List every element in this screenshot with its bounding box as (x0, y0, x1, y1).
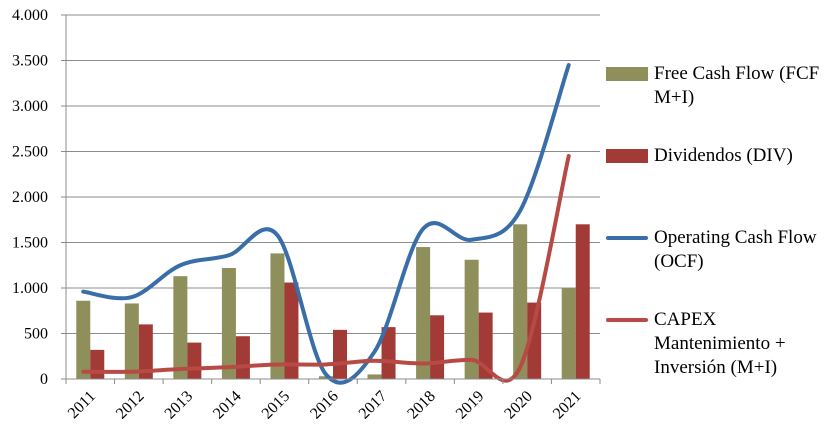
bar-div (333, 329, 347, 379)
legend-item-div: Dividendos (DIV) (606, 144, 793, 168)
y-axis-ticks: 0 500 1.000 1.500 2.000 2.500 3.000 3.500 4.000 (12, 7, 66, 388)
legend-swatch-ocf (606, 236, 648, 240)
x-tick-label: 2014 (210, 388, 245, 423)
legend-label-div: Dividendos (DIV) (654, 145, 793, 166)
x-tick-label: 2015 (259, 388, 294, 423)
bar-div (575, 224, 590, 379)
legend-item-ocf: Operating Cash Flow (OCF) (606, 226, 832, 274)
bar-fcf (416, 247, 431, 379)
bar-fcf (76, 300, 91, 379)
legend-swatch-div (606, 149, 648, 163)
legend-swatch-capex (606, 318, 648, 322)
bar-fcf (319, 376, 333, 379)
x-tick-label: 2021 (550, 388, 585, 423)
bar-div (90, 349, 105, 379)
axes (65, 15, 600, 380)
bar-div (430, 315, 445, 379)
line-ocf (81, 63, 571, 385)
bar-div (284, 282, 299, 379)
legend-label-ocf: Operating Cash Flow (OCF) (654, 227, 817, 272)
x-tick-label: 2012 (113, 388, 148, 423)
x-tick-label: 2013 (162, 388, 197, 423)
bars (76, 224, 590, 379)
bar-fcf (124, 303, 139, 379)
x-tick-label: 2017 (356, 388, 391, 423)
x-tick-label: 2019 (453, 388, 488, 423)
x-axis-ticks: 2011 2012 2013 2014 2015 2016 2017 2018 2019 2020… (65, 379, 601, 423)
bar-fcf (513, 224, 528, 379)
lines (81, 63, 571, 385)
x-tick-label: 2020 (501, 388, 536, 423)
bar-fcf (270, 253, 285, 379)
gridlines (66, 14, 600, 334)
legend-label-fcf: Free Cash Flow (FCF M+I) (654, 63, 820, 108)
y-tick-label: 1.500 (12, 235, 48, 252)
bar-fcf (464, 259, 479, 379)
legend-item-fcf: Free Cash Flow (FCF M+I) (606, 62, 832, 110)
bar-div (138, 324, 153, 379)
line-capex (81, 154, 571, 383)
bar-fcf (367, 374, 382, 379)
bar-div (187, 342, 202, 379)
bar-div (527, 302, 542, 379)
bar-div (235, 336, 250, 379)
bar-fcf (561, 288, 576, 379)
y-tick-label: 3.500 (12, 53, 48, 70)
y-tick-label: 1.000 (12, 280, 48, 297)
legend-label-capex: CAPEX Mantenimiento + Inversión (M+I) (654, 309, 786, 378)
y-tick-label: 0 (40, 371, 48, 388)
y-tick-label: 500 (24, 326, 48, 343)
y-tick-label: 4.000 (12, 7, 48, 24)
bar-fcf (221, 267, 236, 379)
x-tick-label: 2018 (404, 388, 439, 423)
bar-fcf (173, 276, 188, 379)
y-tick-label: 2.000 (12, 189, 48, 206)
y-tick-label: 2.500 (12, 144, 48, 161)
y-tick-label: 3.000 (12, 98, 48, 115)
bar-div (381, 327, 396, 379)
x-tick-label: 2016 (307, 388, 342, 423)
legend-swatch-fcf (606, 67, 648, 81)
x-tick-label: 2011 (65, 388, 99, 422)
legend-item-capex: CAPEX Mantenimiento + Inversión (M+I) (606, 308, 832, 380)
